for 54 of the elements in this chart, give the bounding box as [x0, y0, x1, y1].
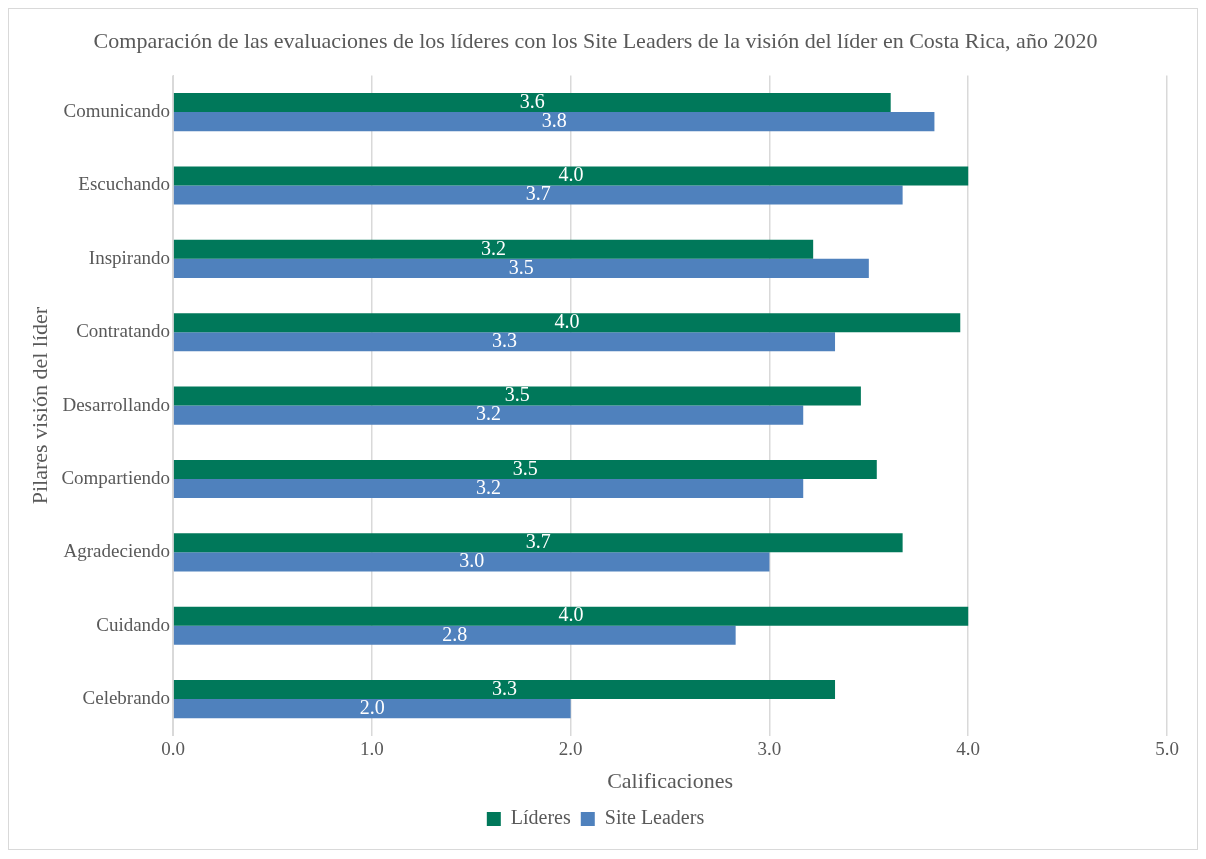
bar — [173, 185, 903, 205]
bar — [173, 313, 961, 333]
y-tick-label: Contratando — [76, 320, 171, 342]
chart-title: Comparación de las evaluaciones de los líderes con los Site Leaders de la visión del líder en Costa Rica, año 2020 — [93, 27, 1098, 53]
bar — [173, 680, 836, 700]
y-tick-label: Inspirando — [88, 246, 171, 268]
y-tick-label: Escuchando — [78, 173, 171, 195]
y-tick-label: Comunicando — [63, 100, 171, 122]
bar — [173, 332, 836, 352]
bar — [173, 478, 804, 499]
x-tick-label: 5.0 — [1155, 738, 1179, 760]
bar — [173, 258, 869, 278]
legend-label: Líderes — [510, 806, 571, 829]
bar — [173, 552, 770, 572]
bar — [173, 699, 571, 719]
data-label: 3.2 — [481, 236, 507, 259]
data-label: 3.7 — [525, 530, 551, 553]
bar — [173, 239, 814, 259]
data-label: 3.3 — [491, 676, 517, 699]
legend-label: Site Leaders — [604, 806, 705, 829]
data-label: 3.5 — [512, 456, 538, 479]
bar — [173, 606, 969, 626]
bar — [173, 533, 903, 553]
y-axis-title: Pilares visión del líder — [26, 306, 52, 505]
data-label: 4.0 — [554, 309, 580, 332]
x-tick-label: 2.0 — [558, 738, 583, 760]
bar — [173, 625, 736, 645]
y-tick-label: Agradeciendo — [63, 540, 171, 562]
x-axis-title: Calificaciones — [607, 767, 733, 793]
bar — [173, 166, 969, 186]
x-tick-label: 1.0 — [360, 738, 384, 760]
y-tick-label: Cuidando — [96, 613, 171, 635]
bar — [173, 93, 891, 113]
bar — [173, 405, 804, 425]
data-label: 2.0 — [359, 695, 385, 718]
data-label: 4.0 — [558, 603, 584, 626]
y-tick-label: Compartiendo — [61, 466, 171, 488]
y-tick-label: Celebrando — [82, 687, 171, 709]
data-label: 3.7 — [525, 182, 551, 205]
x-tick-label: 4.0 — [956, 738, 981, 760]
data-label: 2.8 — [442, 622, 468, 645]
data-label: 3.5 — [504, 383, 530, 406]
data-label: 3.0 — [459, 549, 485, 572]
data-label: 3.3 — [491, 329, 517, 352]
x-tick-label: 3.0 — [757, 738, 782, 760]
data-label: 3.5 — [508, 255, 534, 278]
data-label: 4.0 — [558, 163, 584, 186]
bar — [173, 386, 861, 406]
bar — [173, 459, 877, 479]
x-tick-label: 0.0 — [161, 738, 185, 760]
data-label: 3.2 — [476, 475, 502, 498]
y-tick-label: Desarrollando — [62, 393, 171, 415]
bar — [173, 112, 935, 132]
data-label: 3.2 — [476, 402, 502, 425]
